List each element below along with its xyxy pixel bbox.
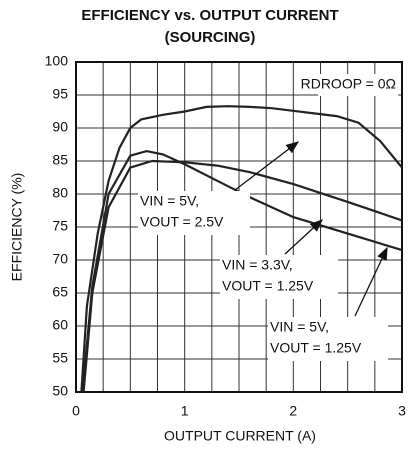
- label-background: [220, 255, 338, 299]
- y-tick-label: 90: [52, 119, 68, 135]
- y-tick-label: 65: [52, 284, 68, 300]
- series-label: VIN = 3.3V,: [222, 257, 293, 273]
- y-tick-label: 70: [52, 251, 68, 267]
- label-background: [138, 191, 250, 235]
- x-tick-label: 1: [181, 403, 189, 419]
- chart-title: EFFICIENCY vs. OUTPUT CURRENT: [81, 7, 338, 24]
- y-tick-label: 75: [52, 218, 68, 234]
- series-line: [81, 149, 403, 393]
- series-label: VIN = 5V,: [270, 319, 329, 335]
- series-line: [80, 105, 403, 393]
- chart-title: (SOURCING): [165, 29, 256, 46]
- label-background: [268, 317, 388, 361]
- y-tick-label: 100: [45, 53, 69, 69]
- annotation: RDROOP = 0Ω: [301, 76, 396, 92]
- plot-frame: [75, 61, 403, 393]
- series-line: [82, 159, 403, 393]
- x-axis-label: OUTPUT CURRENT (A): [164, 428, 316, 444]
- y-tick-label: 85: [52, 152, 68, 168]
- y-tick-label: 50: [52, 383, 68, 399]
- y-tick-label: 55: [52, 350, 68, 366]
- note-background: [318, 74, 398, 96]
- y-tick-label: 80: [52, 185, 68, 201]
- annotation-arrow: [354, 246, 388, 317]
- series-label: VOUT = 1.25V: [222, 278, 314, 294]
- x-tick-label: 2: [289, 403, 297, 419]
- y-tick-label: 95: [52, 86, 68, 102]
- x-tick-label: 0: [72, 403, 80, 419]
- annotation-arrow: [234, 141, 300, 191]
- y-tick-label: 60: [52, 317, 68, 333]
- series-label: VOUT = 1.25V: [270, 340, 362, 356]
- x-tick-label: 3: [398, 403, 406, 419]
- y-axis-label: EFFICIENCY (%): [9, 173, 25, 282]
- series-label: VIN = 5V,: [140, 193, 199, 209]
- series-label: VOUT = 2.5V: [140, 214, 224, 230]
- annotation-arrow: [284, 219, 323, 255]
